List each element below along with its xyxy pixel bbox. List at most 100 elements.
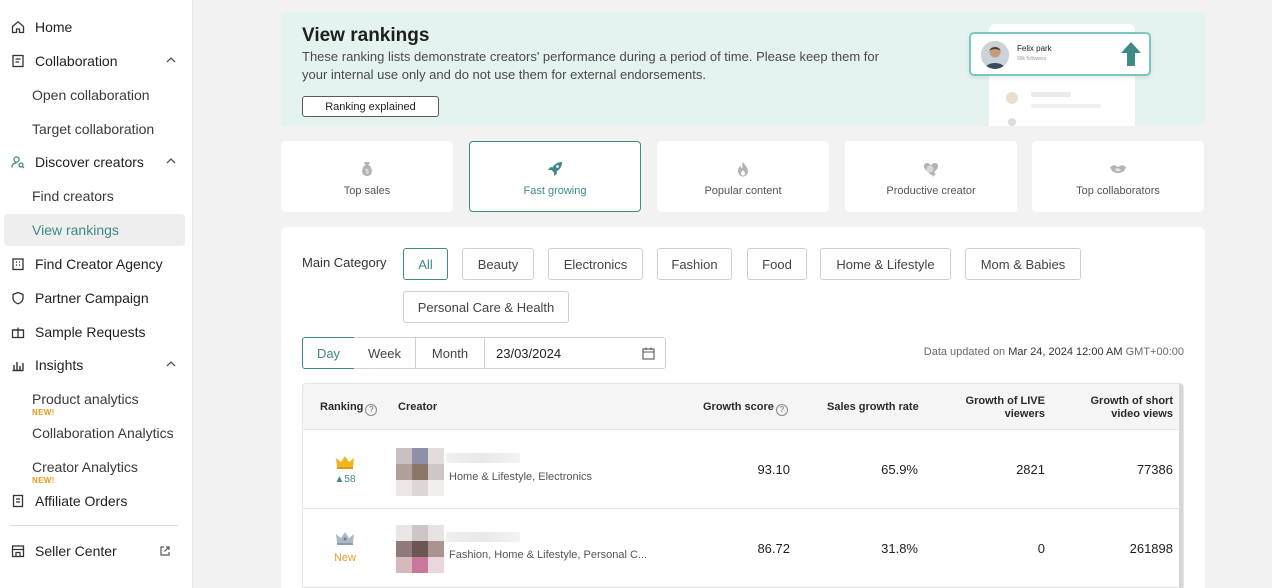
nav-find-creators[interactable]: Find creators [4,180,185,212]
nav-insights[interactable]: Insights [4,349,185,381]
header-live-viewers-line1: Growth of LIVE [965,395,1045,407]
rocket-icon [548,162,562,176]
creator-categories: Fashion, Home & Lifestyle, Personal C... [449,549,648,561]
clipboard-icon [11,54,25,68]
nav-target-collaboration[interactable]: Target collaboration [4,113,185,145]
updated-timezone: GMT+00:00 [1125,346,1184,358]
tab-top-collaborators[interactable]: Top collaborators [1032,141,1204,212]
chevron-up-icon[interactable] [165,54,177,66]
home-icon [11,20,25,34]
category-chip-mom-babies[interactable]: Mom & Babies [965,248,1081,280]
header-video-views-line2: video views [1111,408,1173,420]
header-live-viewers: Growth of LIVE viewers [935,395,1045,421]
page-title: View rankings [302,25,430,46]
category-chip-food[interactable]: Food [747,248,807,280]
new-badge: NEW! [32,476,55,485]
tab-top-sales-label: Top sales [343,185,391,197]
tab-productive-creator[interactable]: Productive creator [845,141,1017,212]
table-header: Ranking? Creator Growth score? Sales gro… [303,384,1183,430]
rank-change: ▲58 [334,474,356,485]
table-scrollbar[interactable] [1179,384,1183,588]
data-updated-text: Data updated on Mar 24, 2024 12:00 AM GM… [924,346,1184,358]
illustration-line [1031,104,1101,108]
nav-sample-requests[interactable]: Sample Requests [4,316,185,348]
nav-sample-requests-label: Sample Requests [35,324,146,340]
avatar [981,41,1009,69]
table-row[interactable]: New Fashion, Home & Lifestyle, Personal … [303,509,1183,588]
category-chip-electronics[interactable]: Electronics [548,248,643,280]
creator-name-blurred [446,532,520,542]
category-chip-all[interactable]: All [403,248,448,280]
nav-open-collaboration[interactable]: Open collaboration [4,79,185,111]
tab-popular-content-label: Popular content [704,185,782,197]
nav-seller-center-label: Seller Center [35,543,117,559]
rank-new: New [333,552,356,564]
help-icon[interactable]: ? [365,404,378,416]
chevron-up-icon[interactable] [165,155,177,167]
creator-avatar[interactable] [396,525,444,573]
nav-home[interactable]: Home [4,11,185,43]
tab-productive-creator-label: Productive creator [886,185,976,197]
video-views-value: 77386 [1136,462,1173,477]
nav-partner-campaign[interactable]: Partner Campaign [4,282,185,314]
nav-find-creator-agency[interactable]: Find Creator Agency [4,248,185,280]
heart-badge-icon [923,163,939,177]
ranking-explained-button[interactable]: Ranking explained [302,96,439,117]
sales-growth-value: 31.8% [881,541,918,556]
sidebar-divider [10,525,178,526]
updated-prefix: Data updated on [923,346,1006,358]
header-sales-growth-rate: Sales growth rate [827,401,919,413]
category-chip-fashion[interactable]: Fashion [657,248,732,280]
banner-description: These ranking lists demonstrate creators… [302,49,879,82]
header-video-views-line1: Growth of short [1090,395,1174,407]
handshake-icon [1110,165,1126,173]
nav-find-creator-agency-label: Find Creator Agency [35,256,163,272]
help-icon[interactable]: ? [775,404,788,416]
nav-collaboration-analytics[interactable]: Collaboration Analytics [4,417,185,449]
main-category-label: Main Category [302,255,387,270]
period-week-button[interactable]: Week [354,337,416,369]
header-creator: Creator [398,401,438,413]
category-chip-personal-care-health[interactable]: Personal Care & Health [403,291,569,323]
nav-view-rankings-label: View rankings [32,222,119,238]
chevron-up-icon[interactable] [165,358,177,370]
tab-popular-content[interactable]: Popular content [657,141,829,212]
tab-top-sales[interactable]: $ Top sales [281,141,453,212]
external-link-icon[interactable] [159,545,171,557]
header-ranking: Ranking? [320,401,378,416]
category-chip-home-lifestyle[interactable]: Home & Lifestyle [820,248,951,280]
period-day-button[interactable]: Day [302,337,355,369]
tab-top-collaborators-label: Top collaborators [1076,185,1160,197]
creator-categories: Home & Lifestyle, Electronics [449,471,593,483]
illustration-dot [1008,118,1016,126]
store-icon [11,544,25,558]
illustration-dot [1006,92,1018,104]
header-growth-score-label: Growth score [703,401,774,413]
nav-creator-analytics[interactable]: Creator Analytics [4,451,185,483]
calendar-icon[interactable] [642,347,655,360]
date-picker[interactable]: 23/03/2024 [484,337,666,369]
money-bag-icon: $ [362,162,372,176]
header-live-viewers-line2: viewers [1004,408,1045,420]
flame-icon [738,161,748,177]
nav-view-rankings[interactable]: View rankings [4,214,185,246]
tab-fast-growing[interactable]: Fast growing [469,141,641,212]
nav-affiliate-orders[interactable]: Affiliate Orders [4,485,185,517]
nav-collaboration[interactable]: Collaboration [4,45,185,77]
category-chip-beauty[interactable]: Beauty [462,248,534,280]
header-ranking-label: Ranking [320,401,364,413]
arrow-up-icon [1121,42,1141,66]
building-icon [11,257,25,271]
updated-date: Mar 24, 2024 12:00 AM [1008,346,1123,358]
nav-product-analytics[interactable]: Product analytics [4,383,185,415]
illustration-followers: 99k followers [1017,56,1047,62]
period-month-button[interactable]: Month [415,337,485,369]
sales-growth-value: 65.9% [881,462,918,477]
header-growth-score: Growth score? [703,401,788,416]
bar-chart-icon [11,358,25,372]
creator-avatar[interactable] [396,448,444,496]
nav-discover-creators[interactable]: Discover creators [4,146,185,178]
nav-seller-center[interactable]: Seller Center [4,535,185,567]
table-row[interactable]: ▲58 Home & Lifestyle, Electronics 93.10 … [303,430,1183,509]
svg-text:$: $ [365,170,369,176]
